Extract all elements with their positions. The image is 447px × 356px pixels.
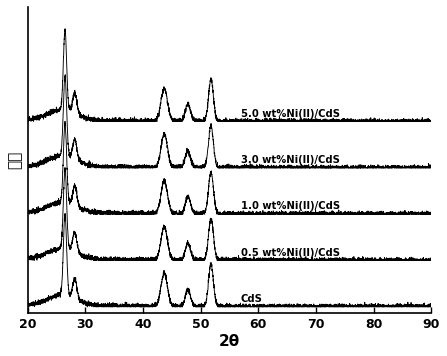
- Text: 5.0 wt%Ni(II)/CdS: 5.0 wt%Ni(II)/CdS: [241, 109, 340, 119]
- Text: 3.0 wt%Ni(II)/CdS: 3.0 wt%Ni(II)/CdS: [241, 155, 340, 165]
- Text: 0.5 wt%Ni(II)/CdS: 0.5 wt%Ni(II)/CdS: [241, 247, 340, 257]
- Text: 1.0 wt%Ni(II)/CdS: 1.0 wt%Ni(II)/CdS: [241, 201, 340, 211]
- Text: CdS: CdS: [241, 294, 263, 304]
- X-axis label: 2θ: 2θ: [219, 334, 240, 349]
- Y-axis label: 强度: 强度: [7, 151, 22, 169]
